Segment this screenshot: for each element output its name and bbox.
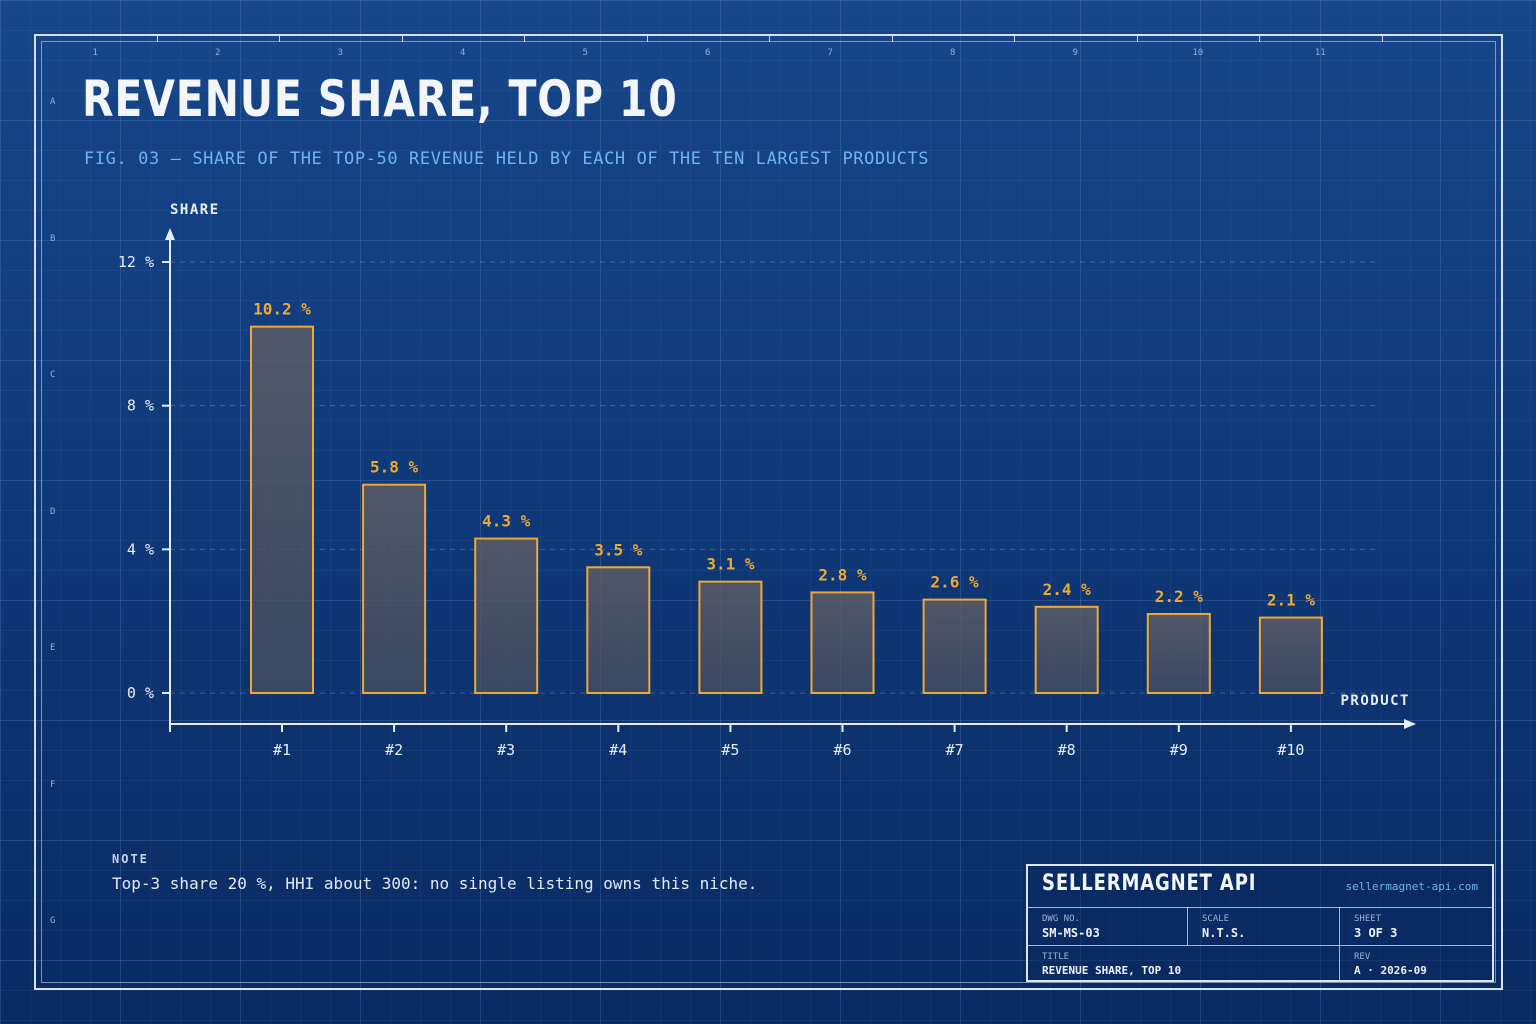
bar-value-label: 2.6 % [931, 573, 980, 592]
bar-value-label: 5.8 % [370, 458, 419, 477]
frame-column-label: 11 [1314, 48, 1326, 58]
frame-column-tick [156, 34, 158, 42]
y-tick-label: 8 % [127, 397, 154, 415]
title-block: SELLERMAGNET API sellermagnet-api.com DW… [1026, 864, 1494, 982]
title-block-divider [1187, 907, 1188, 945]
title-caption: TITLE [1042, 952, 1070, 962]
title-block-divider [1028, 907, 1492, 908]
note-heading: NOTE [112, 852, 149, 866]
frame-row-label: D [50, 506, 56, 517]
x-tick-label: #3 [497, 741, 515, 759]
frame-column-tick [646, 34, 648, 42]
x-tick-label: #10 [1277, 741, 1304, 759]
bar [1034, 605, 1099, 694]
x-tick-label: #1 [273, 741, 291, 759]
rev-value: A · 2026-09 [1354, 964, 1427, 977]
drawing-frame [34, 34, 1503, 990]
y-tick-label: 0 % [127, 684, 154, 702]
brand-url: sellermagnet-api.com [1345, 880, 1478, 893]
scale-caption: SCALE [1202, 914, 1230, 924]
bar [698, 580, 763, 694]
drawing-frame-inner [41, 41, 1496, 983]
y-tick-label: 12 % [118, 253, 154, 271]
frame-column-tick [524, 34, 525, 42]
frame-column-tick [769, 34, 770, 42]
rev-caption: REV [1354, 952, 1371, 962]
frame-column-tick [1259, 34, 1260, 42]
x-tick-label: #6 [833, 741, 851, 759]
bars: 10.2 % #1 5.8 % #2 4.3 % #3 3.5 % #4 3.1 % #5 2.8 … [250, 300, 1323, 759]
frame-row-label: B [50, 233, 56, 244]
x-tick-label: #8 [1058, 741, 1076, 759]
bar-value-label: 3.5 % [594, 540, 643, 559]
frame-column-label: 9 [1072, 48, 1078, 58]
note-text: Top-3 share 20 %, HHI about 300: no sing… [112, 874, 758, 893]
bar [474, 537, 539, 695]
x-tick-label: #2 [385, 741, 403, 759]
axes [165, 228, 1416, 732]
x-tick-label: #7 [946, 741, 964, 759]
bar [586, 566, 651, 695]
frame-column-tick [401, 34, 403, 42]
frame-row-label: G [50, 916, 56, 926]
y-axis-label: SHARE [170, 202, 220, 218]
frame-column-tick [1381, 34, 1383, 42]
bar-value-label: 2.1 % [1267, 591, 1316, 610]
frame-column-label: 3 [337, 48, 343, 58]
y-tick-label: 4 % [127, 540, 154, 558]
bar [1146, 612, 1211, 695]
y-axis-arrow [165, 228, 175, 240]
frame-column-tick [279, 34, 280, 42]
bar-value-label: 3.1 % [706, 555, 755, 574]
frame-column-label: 5 [582, 48, 588, 58]
scale-value: N.T.S. [1202, 926, 1246, 940]
page-title: REVENUE SHARE, TOP 10 [82, 70, 678, 128]
title-value: REVENUE SHARE, TOP 10 [1042, 964, 1182, 977]
bar-value-label: 2.4 % [1043, 580, 1092, 599]
frame-column-tick [1014, 34, 1015, 42]
bar-value-label: 2.8 % [818, 565, 867, 584]
bar-value-label: 4.3 % [482, 512, 531, 531]
frame-row-label: E [50, 643, 56, 653]
figure-subtitle: FIG. 03 — SHARE OF THE TOP-50 REVENUE HE… [84, 149, 930, 169]
frame-column-label: 10 [1192, 48, 1204, 58]
frame-column-label: 4 [460, 48, 466, 58]
frame-column-tick [1136, 34, 1138, 42]
frame-column-tick [891, 34, 893, 42]
frame-row-label: C [50, 370, 56, 380]
title-block-divider [1339, 907, 1340, 982]
bar [362, 483, 427, 694]
frame-column-label: 6 [705, 48, 711, 58]
title-block-divider [1028, 945, 1492, 946]
frame-column-label: 2 [215, 48, 221, 58]
frame-column-label: 1 [92, 48, 98, 58]
x-tick-label: #9 [1170, 741, 1188, 759]
x-axis-arrow [1404, 719, 1416, 729]
x-axis-label: PRODUCT [1340, 693, 1410, 709]
x-tick-label: #5 [721, 741, 739, 759]
brand-name: SELLERMAGNET API [1042, 871, 1257, 896]
bar [1258, 616, 1323, 695]
dwg-no-value: SM-MS-03 [1042, 926, 1100, 940]
bar-value-label: 10.2 % [253, 300, 311, 319]
bar-value-label: 2.2 % [1155, 587, 1204, 606]
frame-column-label: 8 [950, 48, 956, 58]
x-tick-label: #4 [609, 741, 627, 759]
sheet-value: 3 OF 3 [1354, 926, 1398, 940]
dwg-no-caption: DWG NO. [1042, 914, 1080, 924]
frame-column-label: 7 [827, 48, 833, 58]
bar [810, 591, 875, 695]
frame-row-label: A [50, 97, 56, 107]
bar [922, 598, 987, 694]
sheet-caption: SHEET [1354, 914, 1382, 924]
frame-row-label: F [50, 779, 56, 790]
bar [250, 325, 314, 694]
